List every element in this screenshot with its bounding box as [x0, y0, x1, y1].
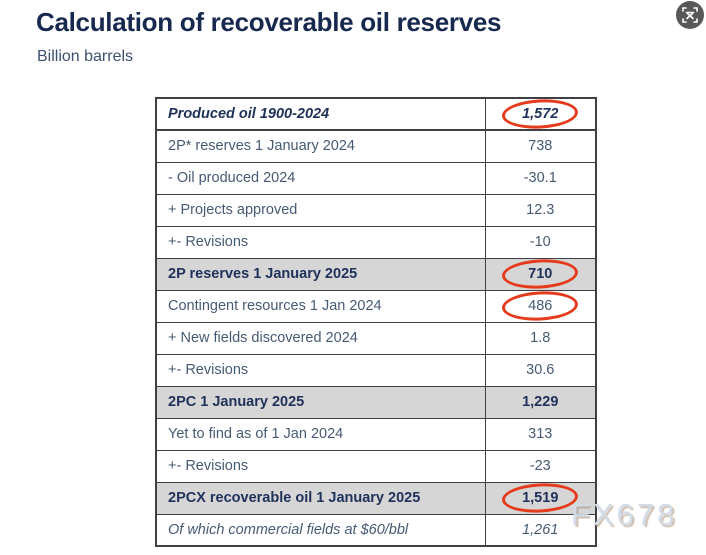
table-row: +- Revisions -23 — [155, 449, 597, 483]
row-value: 486 — [484, 289, 597, 323]
page-title: Calculation of recoverable oil reserves — [36, 7, 502, 37]
value-text: -23 — [529, 458, 551, 474]
row-label: Of which commercial fields at $60/bbl — [155, 513, 486, 547]
row-value: 738 — [484, 129, 597, 163]
row-label: 2P* reserves 1 January 2024 — [155, 129, 486, 163]
row-label: 2P reserves 1 January 2025 — [155, 257, 486, 291]
value-text: -10 — [529, 234, 551, 250]
row-value: -10 — [484, 225, 597, 259]
table-row: 2PC 1 January 2025 1,229 — [155, 385, 597, 419]
page-subtitle: Billion barrels — [37, 48, 134, 65]
value-text: 1,572 — [522, 106, 559, 122]
value-text: 1.8 — [530, 330, 551, 346]
row-value: 12.3 — [484, 193, 597, 227]
translate-icon[interactable] — [676, 1, 704, 29]
value-text: 12.3 — [526, 202, 555, 218]
reserves-table-body: Produced oil 1900-2024 1,572 2P* reserves … — [155, 97, 597, 547]
value-text: 710 — [528, 266, 553, 282]
row-value: 710 — [484, 257, 597, 291]
row-label: - Oil produced 2024 — [155, 161, 486, 195]
table-row: + Projects approved 12.3 — [155, 193, 597, 227]
row-label: +- Revisions — [155, 353, 486, 387]
value-text: 1,261 — [522, 521, 559, 538]
row-label: 2PC 1 January 2025 — [155, 385, 486, 419]
table-row: + New fields discovered 2024 1.8 — [155, 321, 597, 355]
row-label: Yet to find as of 1 Jan 2024 — [155, 417, 486, 451]
table-row: - Oil produced 2024 -30.1 — [155, 161, 597, 195]
table-row: Of which commercial fields at $60/bbl 1,2… — [155, 513, 597, 547]
value-text: 738 — [528, 138, 553, 155]
row-value: 1,229 — [484, 385, 597, 419]
value-text: 1,229 — [522, 394, 559, 410]
value-text: 30.6 — [526, 362, 555, 378]
row-value: 1,572 — [484, 97, 597, 131]
row-value: 1,519 — [484, 481, 597, 515]
value-text: -30.1 — [523, 170, 557, 186]
table-row: +- Revisions -10 — [155, 225, 597, 259]
table-row: 2P reserves 1 January 2025 710 — [155, 257, 597, 291]
row-value: -30.1 — [484, 161, 597, 195]
row-label: + New fields discovered 2024 — [155, 321, 486, 355]
row-value: 30.6 — [484, 353, 597, 387]
row-label: +- Revisions — [155, 449, 486, 483]
watermark: FX678 — [571, 497, 678, 532]
table-row: +- Revisions 30.6 — [155, 353, 597, 387]
row-value: 1.8 — [484, 321, 597, 355]
row-value: -23 — [484, 449, 597, 483]
scan-frame-glyph — [682, 7, 698, 23]
row-value: 313 — [484, 417, 597, 451]
row-label: + Projects approved — [155, 193, 486, 227]
table-row: Produced oil 1900-2024 1,572 — [155, 97, 597, 131]
row-value: 1,261 — [484, 513, 597, 547]
row-label: 2PCX recoverable oil 1 January 2025 — [155, 481, 486, 515]
table-row: Contingent resources 1 Jan 2024 486 — [155, 289, 597, 323]
row-label: +- Revisions — [155, 225, 486, 259]
value-text: 313 — [528, 426, 553, 442]
table-row: Yet to find as of 1 Jan 2024 313 — [155, 417, 597, 451]
value-text: 486 — [528, 298, 553, 314]
row-label: Produced oil 1900-2024 — [155, 97, 486, 131]
value-text: 1,519 — [522, 490, 559, 506]
table-row: 2PCX recoverable oil 1 January 2025 1,519 — [155, 481, 597, 515]
table-row: 2P* reserves 1 January 2024 738 — [155, 129, 597, 163]
reserves-table: Produced oil 1900-2024 1,572 2P* reserves … — [155, 97, 597, 547]
row-label: Contingent resources 1 Jan 2024 — [155, 289, 486, 323]
